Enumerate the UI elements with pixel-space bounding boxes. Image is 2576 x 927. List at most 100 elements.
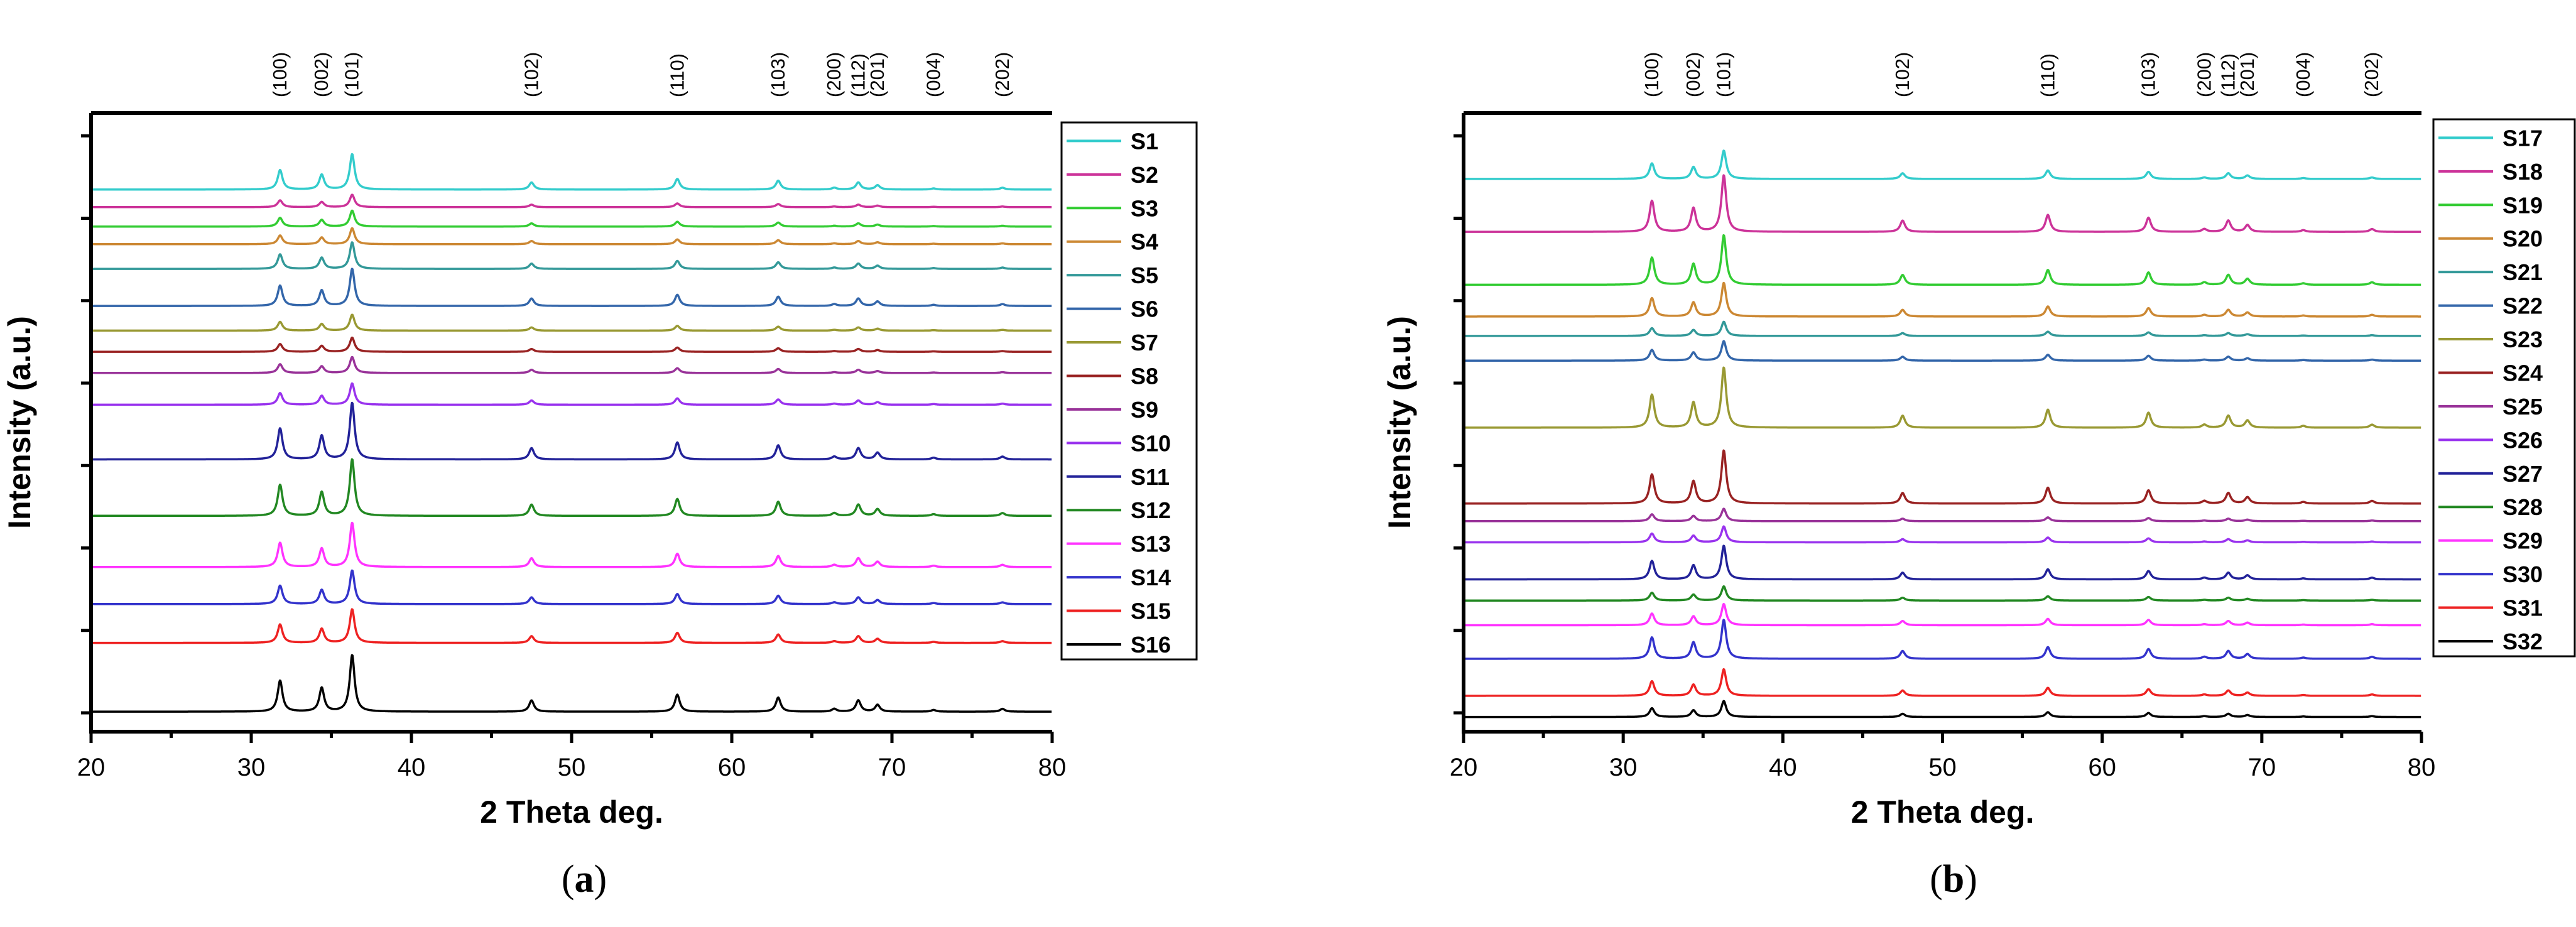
peak-label: (201) bbox=[866, 52, 888, 97]
legend-label: S5 bbox=[1131, 263, 1158, 288]
legend-label: S16 bbox=[1131, 632, 1171, 658]
peak-label: (200) bbox=[823, 52, 845, 97]
x-tick-label: 80 bbox=[1038, 754, 1067, 781]
legend-label: S4 bbox=[1131, 229, 1158, 255]
legend-label: S31 bbox=[2503, 595, 2543, 621]
legend-label: S1 bbox=[1131, 128, 1158, 154]
series-line-s3 bbox=[90, 209, 1053, 228]
series-line-s9 bbox=[90, 355, 1053, 374]
peak-label: (201) bbox=[2236, 52, 2258, 97]
legend-label: S3 bbox=[1131, 195, 1158, 221]
x-tick-label: 50 bbox=[558, 754, 586, 781]
x-axis-title: 2 Theta deg. bbox=[480, 794, 663, 830]
x-tick-label: 40 bbox=[398, 754, 426, 781]
series-line-s32 bbox=[1463, 700, 2422, 718]
peak-label: (004) bbox=[922, 52, 944, 97]
x-tick-label: 20 bbox=[1450, 754, 1478, 781]
series-line-s20 bbox=[1463, 281, 2422, 318]
legend-label: S27 bbox=[2503, 461, 2543, 487]
series-line-s5 bbox=[90, 241, 1053, 270]
series-line-s14 bbox=[90, 569, 1053, 605]
series-line-s18 bbox=[1463, 174, 2422, 233]
x-tick-label: 60 bbox=[718, 754, 746, 781]
series-line-s6 bbox=[90, 268, 1053, 307]
legend-label: S21 bbox=[2503, 259, 2543, 285]
series-line-s21 bbox=[1463, 320, 2422, 337]
peak-label: (002) bbox=[310, 52, 332, 97]
legend-label: S17 bbox=[2503, 125, 2543, 151]
legend-box bbox=[2432, 118, 2576, 658]
series-line-s22 bbox=[1463, 340, 2422, 362]
legend-label: S2 bbox=[1131, 162, 1158, 188]
legend-label: S22 bbox=[2503, 293, 2543, 319]
series-line-s17 bbox=[1463, 149, 2422, 180]
series-line-s15 bbox=[90, 608, 1053, 644]
x-axis-title: 2 Theta deg. bbox=[1851, 794, 2035, 830]
panel-b-chart: 20 30 40 50 60 70 80 (100) (002) (101) (102) (110) (… bbox=[1382, 52, 2576, 901]
x-tick-label: 50 bbox=[1928, 754, 1957, 781]
legend: S17 S18 S19 S20 S21 S22 S23 S24 S25 S26 S27 S28 S29 S… bbox=[2432, 118, 2576, 658]
x-tick-label: 80 bbox=[2408, 754, 2436, 781]
x-tick-label: 20 bbox=[77, 754, 106, 781]
legend-label: S30 bbox=[2503, 561, 2543, 587]
series-line-s4 bbox=[90, 227, 1053, 246]
x-tick-label: 30 bbox=[1609, 754, 1638, 781]
legend-label: S28 bbox=[2503, 494, 2543, 520]
peak-label: (103) bbox=[767, 52, 789, 97]
legend-label: S18 bbox=[2503, 159, 2543, 185]
peak-label: (002) bbox=[1682, 52, 1704, 97]
legend-label: S29 bbox=[2503, 528, 2543, 554]
series-line-s25 bbox=[1463, 507, 2422, 523]
peak-label: (102) bbox=[1891, 52, 1913, 97]
peak-label: (100) bbox=[269, 52, 291, 97]
legend-label: S32 bbox=[2503, 629, 2543, 654]
series-line-s12 bbox=[90, 458, 1053, 518]
x-tick-label: 40 bbox=[1769, 754, 1797, 781]
peak-label: (202) bbox=[991, 52, 1013, 97]
axes-frame bbox=[89, 111, 1052, 734]
series-line-s16 bbox=[90, 654, 1053, 713]
peak-label: (110) bbox=[2036, 53, 2058, 97]
legend-label: S9 bbox=[1131, 397, 1158, 423]
legend-label: S12 bbox=[1131, 497, 1171, 523]
series-line-s24 bbox=[1463, 449, 2422, 505]
peak-label: (200) bbox=[2193, 52, 2215, 97]
series-line-s11 bbox=[90, 401, 1053, 461]
axes-frame bbox=[1462, 111, 2421, 734]
series-line-s31 bbox=[1463, 668, 2422, 697]
x-tick-label: 60 bbox=[2088, 754, 2116, 781]
series-line-s8 bbox=[90, 336, 1053, 353]
series-line-s13 bbox=[90, 521, 1053, 568]
legend-label: S7 bbox=[1131, 330, 1158, 355]
legend-label: S10 bbox=[1131, 430, 1171, 456]
peak-label: (101) bbox=[1712, 52, 1734, 97]
x-tick-label: 70 bbox=[878, 754, 906, 781]
legend-label: S24 bbox=[2503, 360, 2543, 386]
legend-label: S6 bbox=[1131, 296, 1158, 322]
legend: S1 S2 S3 S4 S5 S6 S7 S8 S9 S10 S11 S12 S13 S14 S15 S16 bbox=[1060, 121, 1198, 661]
peak-label: (112) bbox=[847, 53, 869, 97]
x-tick-label: 70 bbox=[2248, 754, 2276, 781]
peak-label: (102) bbox=[520, 52, 542, 97]
panel-caption: (a) bbox=[562, 858, 607, 901]
x-tick-label: 30 bbox=[237, 754, 266, 781]
panel-caption: (b) bbox=[1930, 858, 1977, 901]
peak-label: (110) bbox=[666, 53, 688, 97]
peak-label: (004) bbox=[2292, 52, 2314, 97]
legend-label: S8 bbox=[1131, 363, 1158, 389]
panel-a-chart: 20 30 40 50 60 70 80 (100) (002) (101) (102) (110) (… bbox=[2, 52, 1198, 901]
legend-label: S23 bbox=[2503, 327, 2543, 352]
legend-label: S25 bbox=[2503, 394, 2543, 420]
series-line-s27 bbox=[1463, 545, 2422, 581]
y-axis-title: Intensity (a.u.) bbox=[1382, 316, 1417, 529]
series-line-s23 bbox=[1463, 366, 2422, 429]
series-line-s30 bbox=[1463, 619, 2422, 660]
legend-label: S11 bbox=[1131, 464, 1170, 490]
y-axis-title: Intensity (a.u.) bbox=[2, 316, 37, 529]
legend-label: S13 bbox=[1131, 531, 1171, 557]
series-line-s10 bbox=[90, 382, 1053, 406]
peak-label: (202) bbox=[2361, 52, 2383, 97]
legend-box bbox=[1060, 121, 1198, 661]
peak-label: (103) bbox=[2137, 52, 2159, 97]
series-line-s19 bbox=[1463, 234, 2422, 286]
